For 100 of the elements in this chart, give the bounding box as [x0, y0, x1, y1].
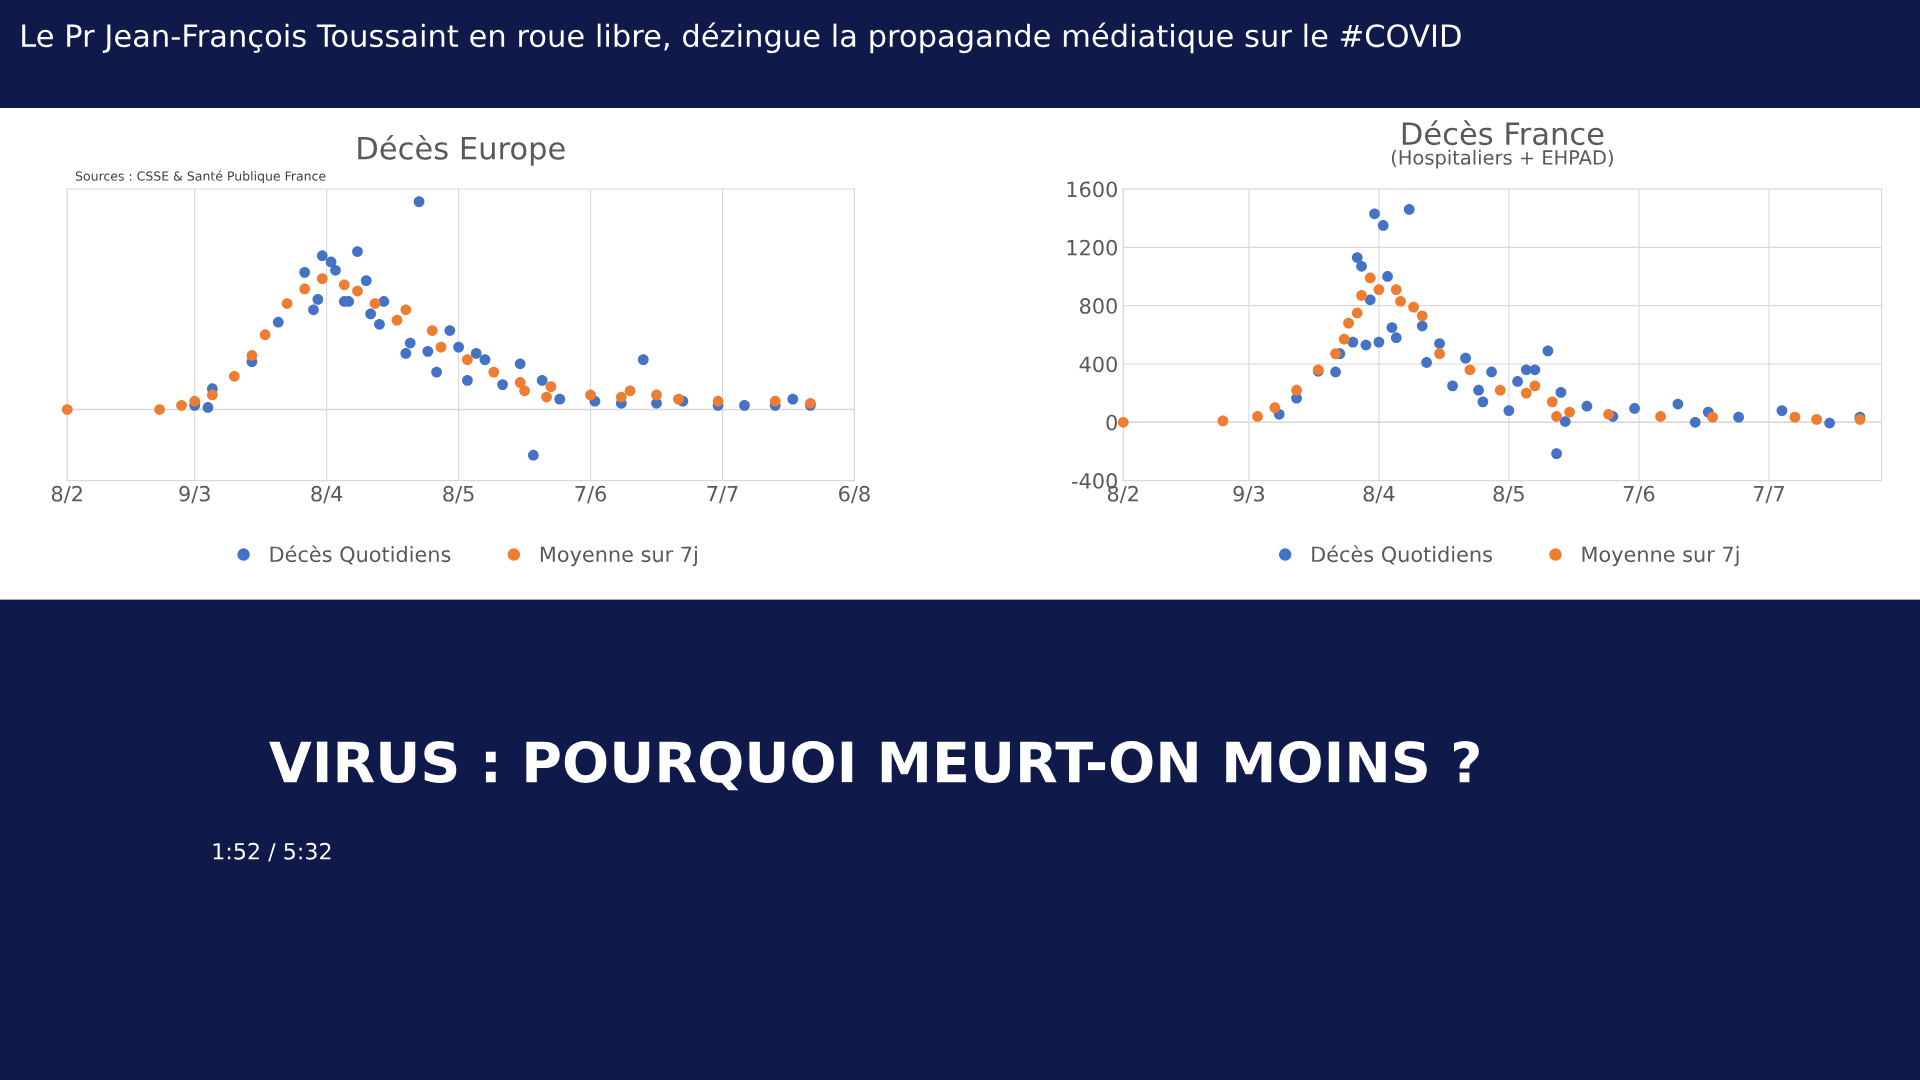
point	[1581, 400, 1593, 412]
point	[1629, 403, 1640, 414]
point	[1416, 320, 1428, 332]
point	[541, 391, 552, 403]
point	[246, 350, 258, 361]
point	[1373, 336, 1385, 348]
point	[1291, 384, 1302, 396]
point	[1520, 387, 1532, 399]
point	[514, 358, 526, 370]
point	[1421, 357, 1432, 368]
point	[545, 381, 557, 393]
point	[1559, 416, 1571, 427]
point	[554, 393, 566, 405]
point	[1655, 411, 1666, 422]
point	[1217, 415, 1229, 427]
source-note: Sources : CSSE & Santé Publique France	[75, 170, 326, 184]
point	[527, 449, 539, 461]
point	[1689, 416, 1701, 428]
x-tick-label: 9/3	[179, 485, 210, 504]
point	[1477, 396, 1489, 408]
point	[1529, 380, 1541, 392]
point	[1672, 398, 1684, 410]
point	[453, 341, 464, 353]
point	[299, 266, 311, 278]
point	[1551, 448, 1562, 460]
point	[673, 393, 684, 405]
point	[1369, 208, 1380, 220]
point	[1343, 317, 1354, 329]
point	[1824, 417, 1835, 429]
point	[1330, 348, 1341, 360]
point	[1555, 387, 1567, 398]
point	[206, 389, 218, 401]
chart-title: Décès Europe	[358, 134, 565, 166]
y-tick-label: 0	[1106, 414, 1117, 431]
point	[352, 246, 363, 257]
point	[1390, 332, 1402, 344]
point	[1330, 366, 1341, 378]
point	[1447, 380, 1458, 392]
point	[316, 250, 328, 262]
point	[1386, 322, 1398, 333]
point	[462, 354, 473, 366]
point	[739, 399, 750, 411]
text: Le Pr Jean-François Toussaint en roue libre, dézingue la propagande médiatique sur le #COVID	[22, 22, 1461, 54]
point	[360, 275, 372, 287]
point	[769, 395, 781, 407]
point	[1503, 405, 1515, 416]
point	[470, 348, 482, 359]
text: VIRUS : POURQUOI MEURT-ON MOINS ?	[269, 740, 1479, 791]
legend-label: Décès Quotidiens	[1312, 545, 1492, 565]
point	[426, 325, 438, 336]
point	[378, 296, 390, 307]
point	[189, 395, 201, 407]
point	[312, 293, 324, 305]
point	[176, 399, 187, 411]
point	[1546, 396, 1558, 408]
x-tick-label: 7/7	[707, 486, 738, 504]
point	[272, 316, 284, 328]
point	[202, 402, 214, 413]
x-tick-label: 6/8	[839, 485, 870, 504]
point	[1351, 252, 1363, 263]
point	[400, 348, 412, 359]
point	[1529, 364, 1541, 376]
point	[365, 308, 377, 320]
point	[413, 196, 425, 208]
point	[536, 375, 548, 386]
point	[325, 256, 337, 268]
point	[1373, 284, 1385, 295]
point	[497, 379, 508, 390]
point	[1403, 204, 1415, 215]
point	[316, 273, 328, 284]
x-tick-label: 8/4	[1363, 485, 1395, 504]
point	[1512, 376, 1523, 387]
point	[1408, 301, 1419, 313]
point	[462, 375, 473, 386]
point	[1551, 411, 1562, 422]
point	[1356, 260, 1367, 272]
point	[330, 264, 341, 276]
point	[1542, 345, 1554, 357]
point	[338, 279, 350, 291]
point	[369, 298, 381, 309]
point	[1416, 310, 1428, 322]
point	[1789, 411, 1801, 423]
point	[585, 389, 596, 401]
point	[1377, 220, 1389, 231]
point	[1390, 284, 1402, 295]
point	[404, 337, 416, 349]
point	[352, 285, 363, 297]
point	[444, 325, 456, 336]
point	[1494, 384, 1506, 396]
point	[1464, 364, 1476, 376]
y-tick-label: 1600	[1067, 181, 1117, 198]
point	[624, 385, 636, 397]
point	[1347, 336, 1359, 348]
point	[1364, 294, 1376, 306]
point	[712, 395, 724, 407]
point	[435, 341, 447, 353]
legend-label: Décès Quotidiens	[270, 545, 451, 565]
point	[1356, 290, 1367, 301]
y-tick-label: 800	[1079, 298, 1117, 314]
chart-subtitle: (Hospitaliers + EHPAD)	[1391, 149, 1613, 169]
